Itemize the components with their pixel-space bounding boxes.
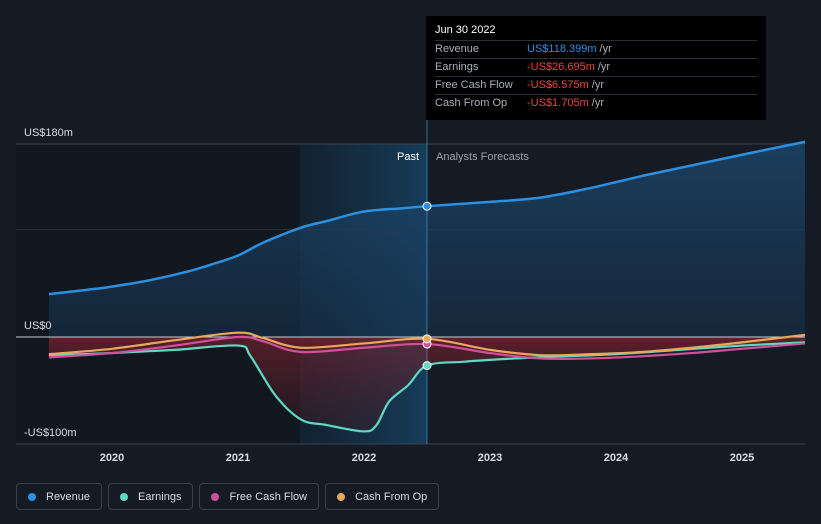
legend-dot-icon: [211, 492, 220, 501]
legend-dot-icon: [337, 492, 346, 501]
legend-item-earnings[interactable]: Earnings: [108, 483, 194, 510]
legend-item-free-cash-flow[interactable]: Free Cash Flow: [199, 483, 320, 510]
tooltip-unit: /yr: [591, 97, 604, 109]
x-tick-2022: 2022: [352, 452, 376, 464]
legend-item-cash-from-op[interactable]: Cash From Op: [325, 483, 440, 510]
x-tick-2025: 2025: [730, 452, 754, 464]
x-tick-2024: 2024: [604, 452, 629, 464]
y-axis-label-bottom: -US$100m: [24, 427, 77, 439]
forecast-label: Analysts Forecasts: [436, 151, 529, 163]
chart-legend: Revenue Earnings Free Cash Flow Cash Fro…: [16, 483, 440, 510]
y-axis-label-zero: US$0: [24, 320, 52, 332]
tooltip-label: Earnings: [435, 61, 479, 73]
tooltip-value: -US$26.695m: [527, 61, 595, 73]
data-tooltip: Jun 30 2022 Revenue US$118.399m /yr Earn…: [426, 16, 766, 120]
legend-label: Earnings: [138, 490, 182, 503]
tooltip-date: Jun 30 2022: [435, 24, 496, 36]
cash-from-op-marker-dot: [422, 334, 432, 344]
tooltip-label: Revenue: [435, 43, 480, 55]
tooltip-value: US$118.399m: [527, 43, 597, 55]
legend-label: Cash From Op: [355, 490, 428, 503]
revenue-marker-dot: [422, 201, 432, 211]
x-tick-2023: 2023: [478, 452, 502, 464]
revenue-line: [48, 140, 806, 296]
tooltip-unit: /yr: [599, 43, 612, 55]
legend-label: Free Cash Flow: [229, 490, 308, 503]
legend-dot-icon: [28, 492, 36, 501]
legend-label: Revenue: [46, 490, 91, 503]
x-tick-2020: 2020: [100, 452, 124, 464]
earnings-marker-dot: [422, 361, 432, 371]
negative-area-3: [49, 332, 805, 356]
tooltip-row-revenue: Revenue US$118.399m /yr: [435, 40, 757, 58]
tooltip-unit: /yr: [597, 61, 611, 73]
tooltip-label: Free Cash Flow: [435, 79, 513, 91]
x-tick-2021: 2021: [226, 452, 250, 464]
tooltip-row-earnings: Earnings -US$26.695m /yr: [435, 58, 757, 76]
y-axis-label-top: US$180m: [24, 127, 73, 139]
tooltip-row-cash-from-op: Cash From Op -US$1.705m /yr: [435, 94, 757, 112]
tooltip-row-free-cash-flow: Free Cash Flow -US$6.575m /yr: [435, 76, 757, 94]
past-label: Past: [397, 151, 419, 163]
tooltip-value: -US$6.575m: [527, 79, 589, 91]
legend-dot-icon: [120, 492, 129, 501]
tooltip-value: -US$1.705m: [527, 97, 589, 109]
tooltip-unit: /yr: [591, 79, 604, 91]
legend-item-revenue[interactable]: Revenue: [16, 483, 103, 510]
tooltip-label: Cash From Op: [435, 97, 508, 109]
